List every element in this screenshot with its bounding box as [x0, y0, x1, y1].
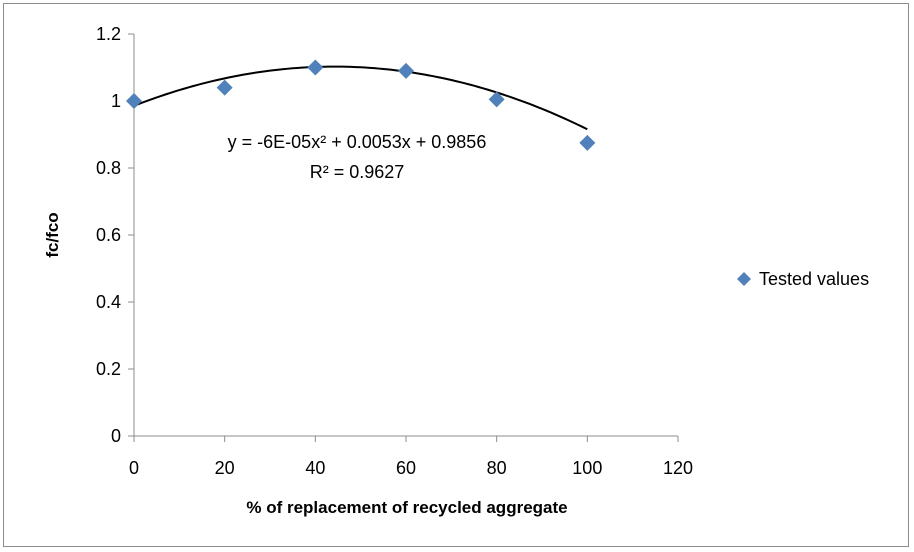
data-point [488, 91, 505, 108]
x-tick-label: 60 [396, 458, 416, 478]
y-tick-label: 1 [111, 91, 121, 111]
legend: Tested values [737, 269, 869, 289]
x-tick-label: 20 [215, 458, 235, 478]
trendline-r-squared: R² = 0.9627 [310, 162, 405, 182]
x-tick-label: 0 [129, 458, 139, 478]
legend-label-tested-values: Tested values [759, 269, 869, 289]
trendline-curve [133, 65, 588, 131]
y-tick-label: 0.4 [96, 292, 121, 312]
x-tick-label: 80 [487, 458, 507, 478]
data-point [398, 62, 414, 79]
x-tick-label: 40 [305, 458, 325, 478]
y-tick-label: 0.6 [96, 225, 121, 245]
data-point [216, 79, 233, 96]
data-point [126, 93, 142, 109]
trendline-equation: y = -6E-05x² + 0.0053x + 0.9856 [228, 132, 487, 152]
x-axis-title: % of replacement of recycled aggregate [246, 498, 567, 517]
y-axis-title: fc/fco [43, 212, 62, 257]
x-tick-label: 120 [663, 458, 693, 478]
y-tick-label: 1.2 [96, 24, 121, 44]
y-tick-label: 0.8 [96, 158, 121, 178]
y-tick-label: 0.2 [96, 359, 121, 379]
data-point [307, 59, 324, 76]
chart-area [3, 3, 909, 547]
x-tick-label: 100 [572, 458, 602, 478]
legend-marker-diamond [737, 272, 751, 286]
data-point [579, 134, 596, 151]
y-tick-label: 0 [111, 426, 121, 446]
